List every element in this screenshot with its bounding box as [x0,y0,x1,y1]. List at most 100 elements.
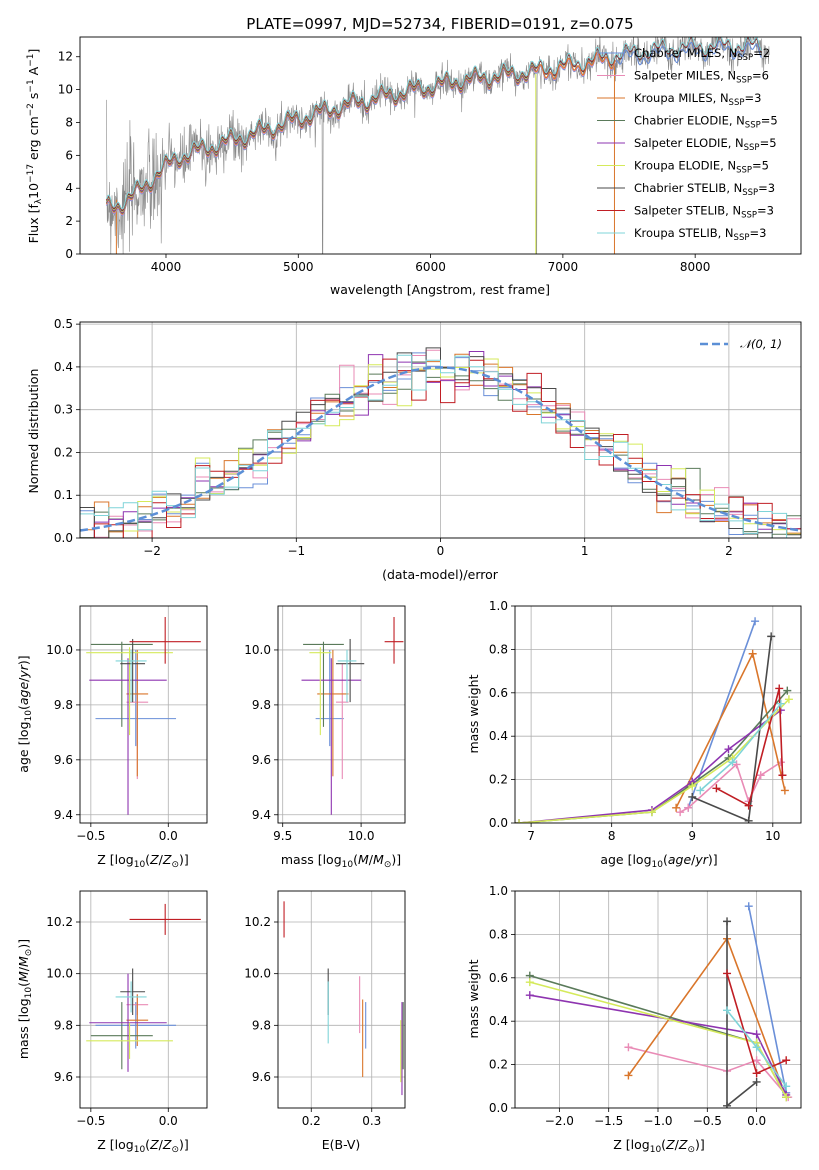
weight_vs_Z-line-chabrier-miles [747,906,787,1093]
spectrum-model-salpeter-miles [105,52,616,216]
legend-label-salpeter-miles: Salpeter MILES, NSSP=6 [634,69,769,86]
weight_vs_age-marker-salpeter-stelib [775,684,784,693]
weight_vs_age-marker-salpeter-miles [756,771,765,780]
weight_vs_age-ytick-label: 0.4 [489,729,508,743]
residuals-xtick-label: 0 [437,544,445,558]
weight_vs_Z-marker-kroupa-stelib [723,1006,732,1015]
residuals-xtick-label: −2 [143,544,161,558]
weight_vs_Z-marker-salpeter-stelib [752,1069,761,1078]
weight_vs_age-marker-kroupa-elodie [784,695,793,704]
weight_vs_Z-xtick-label: −2.0 [545,1114,574,1128]
weight_vs_age-line-chabrier-elodie [518,690,788,823]
legend-label-salpeter-stelib: Salpeter STELIB, NSSP=3 [634,204,774,221]
age_vs_mass-ytick-label: 9.4 [252,808,271,822]
weight_vs_Z-ytick-label: 0.4 [489,1014,508,1028]
mass-ebv-xlabel: E(B-V) [322,1137,361,1152]
spectrum-xtick-label: 6000 [415,260,446,274]
age-vs-mass-panel: mass [log10(M/M⊙)] 9.5 10.0 9.4 9.6 9.8 10.0 [244,605,406,870]
weight_vs_Z-marker-salpeter-stelib [723,969,732,978]
weight-vs-z-panel: Z [log10(Z/Z⊙)] mass weight −2.0 −1.5 −1.0… [466,884,802,1155]
weight_vs_Z-marker-chabrier-stelib [752,1077,761,1086]
gaussian-reference-line [80,366,801,532]
weight_vs_Z-marker-kroupa-elodie [525,978,534,987]
histogram-kroupa-stelib [80,354,801,538]
spectrum-plot-area [105,37,770,254]
spectrum-xtick-label: 8000 [680,260,711,274]
residuals-xtick-label: −1 [287,544,305,558]
residuals-ytick-label: 0.3 [54,403,73,417]
weight_vs_age-marker-kroupa-elodie [688,782,697,791]
spectrum-ytick-label: 0 [65,247,73,261]
residuals-ylabel: Normed distribution [26,369,41,494]
weight_vs_age-marker-salpeter-miles [732,760,741,769]
weight_vs_Z-marker-kroupa-stelib [752,1043,761,1052]
mass_vs_Z-ytick-label: 9.8 [54,1018,73,1032]
age_vs_Z-plot-area [80,606,207,823]
weight_vs_Z-marker-chabrier-stelib [723,1101,732,1108]
age_vs_Z-ytick-label: 9.8 [54,698,73,712]
spectrum-title: PLATE=0997, MJD=52734, FIBERID=0191, z=0… [246,15,633,33]
mass-z-ylabel: mass [log10(M/M⊙)] [16,939,34,1059]
weight_vs_age-marker-chabrier-stelib [688,792,697,801]
spectrum-model-kroupa-stelib [105,37,762,210]
spectrum-panel: PLATE=0997, MJD=52734, FIBERID=0191, z=0… [26,15,802,297]
weight_vs_Z-marker-kroupa-elodie [782,1093,791,1102]
spectrum-ytick-label: 10 [58,83,73,97]
weight_vs_age-ytick-label: 0.0 [489,816,508,830]
weight_vs_age-marker-kroupa-elodie [647,808,656,817]
weight_vs_Z-xtick-label: 0.0 [747,1114,766,1128]
weight_vs_Z-marker-salpeter-elodie [752,1030,761,1039]
spectrum-xtick-label: 4000 [151,260,182,274]
spectrum-xtick-label: 5000 [283,260,314,274]
weight_vs_Z-marker-chabrier-miles [744,902,753,911]
weight_vs_age-marker-salpeter-stelib [778,771,787,780]
weight_vs_age-marker-kroupa-stelib [728,758,737,767]
mass_vs_ebv-ytick-label: 9.6 [252,1070,271,1084]
weight_vs_Z-marker-salpeter-miles [624,1043,633,1052]
weight_vs_age-marker-chabrier-stelib [767,632,776,641]
weight_vs_Z-marker-salpeter-elodie [525,991,534,1000]
weight_vs_age-marker-salpeter-elodie [724,745,733,754]
weight_vs_age-xtick-label: 10 [765,829,780,843]
weight_vs_age-marker-kroupa-stelib [776,699,785,708]
mass_vs_ebv-ytick-label: 10.2 [244,915,271,929]
legend-label-chabrier-stelib: Chabrier STELIB, NSSP=3 [634,181,775,198]
weight-z-xlabel: Z [log10(Z/Z⊙)] [613,1137,705,1155]
weight_vs_age-marker-kroupa-miles [780,786,789,795]
spectrum-ytick-label: 2 [65,214,73,228]
spectrum-legend: Chabrier MILES, NSSP=2 Salpeter MILES, NS… [597,46,778,243]
spectrum-ytick-label: 4 [65,181,73,195]
residuals-panel: (data-model)/error Normed distribution −… [26,317,802,582]
weight_vs_age-xtick-label: 8 [608,829,616,843]
spectrum-xlabel: wavelength [Angstrom, rest frame] [330,282,550,297]
age_vs_mass-plot-area [278,606,405,823]
residuals-xtick-label: 2 [725,544,733,558]
spectrum-ytick-label: 8 [65,115,73,129]
weight_vs_Z-xtick-label: −0.5 [693,1114,722,1128]
age_vs_Z-ytick-label: 10.0 [46,643,73,657]
weight_vs_Z-ytick-label: 0.0 [489,1101,508,1115]
weight_vs_Z-ytick-label: 0.8 [489,927,508,941]
weight_vs_Z-line-salpeter-miles [628,1046,789,1098]
age_vs_Z-frame [79,605,208,824]
weight_vs_Z-xtick-label: −1.5 [594,1114,623,1128]
weight_vs_age-marker-kroupa-miles [672,803,681,812]
legend-label-chabrier-elodie: Chabrier ELODIE, NSSP=5 [634,114,778,131]
age-z-ylabel: age [log10(age/yr)] [16,655,34,772]
histogram-salpeter-stelib [80,358,801,538]
mass_vs_Z-ytick-label: 10.2 [46,915,73,929]
spectrum-model-kroupa-miles [105,51,616,215]
spectrum-xtick-label: 7000 [548,260,579,274]
weight_vs_age-marker-chabrier-elodie [783,686,792,695]
weight_vs_age-plot-area [515,606,801,823]
weight_vs_Z-plot-area [515,891,801,1108]
age_vs_mass-ytick-label: 9.6 [252,753,271,767]
spectrum-frame [79,36,802,255]
age-z-xlabel: Z [log10(Z/Z⊙)] [97,852,189,870]
spectrum-ytick-label: 12 [58,50,73,64]
age_vs_Z-xtick-label: 0.0 [159,829,178,843]
weight-vs-age-panel: age [log10(age/yr)] mass weight 7 8 9 10 0.0… [466,599,802,870]
weight_vs_Z-marker-kroupa-miles [624,1071,633,1080]
weight_vs_age-marker-chabrier-stelib [744,816,753,823]
